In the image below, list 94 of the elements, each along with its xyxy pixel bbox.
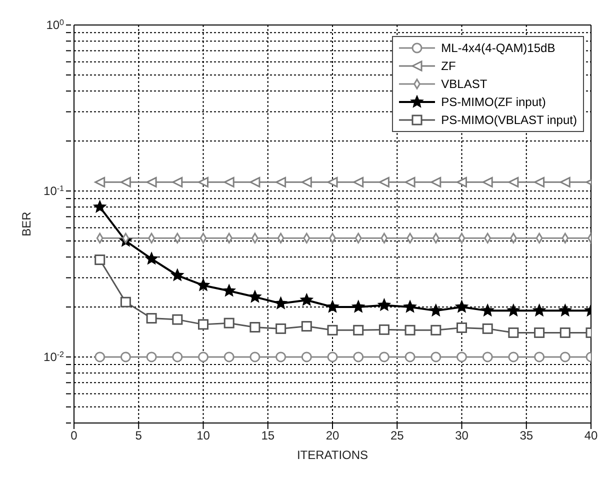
point: [120, 296, 131, 308]
point: [456, 300, 468, 312]
legend-label: VBLAST: [441, 77, 488, 91]
y-tick-label: 10$^{-1}$: [44, 183, 65, 198]
point: [481, 304, 494, 316]
point: [508, 176, 519, 188]
x-tick-label: 0: [70, 428, 78, 443]
point: [327, 352, 338, 362]
x-tick-label: 5: [135, 428, 142, 443]
point: [224, 318, 234, 328]
point: [378, 352, 390, 362]
x-tick-label: 40: [584, 428, 598, 443]
point: [120, 176, 131, 188]
point: [482, 352, 493, 362]
point: [198, 176, 208, 188]
point: [353, 352, 364, 362]
point: [301, 321, 312, 332]
x-tick-label: 15: [261, 428, 275, 443]
x-tick-label: 10: [196, 428, 210, 443]
point: [250, 176, 260, 188]
point: [378, 298, 390, 311]
x-axis-title: ITERATIONS: [296, 448, 368, 462]
point: [198, 319, 208, 330]
point: [533, 304, 546, 316]
point: [172, 314, 183, 325]
point: [404, 176, 416, 188]
point: [352, 300, 365, 312]
point: [430, 304, 442, 316]
x-tick-label: 35: [520, 428, 534, 443]
point: [172, 352, 183, 362]
point: [300, 294, 313, 306]
point: [327, 176, 338, 188]
point: [430, 176, 442, 188]
point: [404, 300, 416, 312]
point: [558, 304, 572, 316]
point: [198, 352, 208, 362]
x-tick-label: 30: [455, 428, 469, 443]
point: [197, 278, 210, 291]
point: [248, 290, 262, 302]
point: [276, 352, 286, 362]
point: [172, 176, 183, 188]
point: [560, 327, 570, 338]
legend-label: ZF: [441, 59, 456, 73]
point: [301, 352, 312, 362]
point: [353, 324, 364, 336]
legend-label: ML-4x4(4-QAM)15dB: [441, 41, 556, 55]
point: [507, 304, 520, 316]
point: [222, 284, 236, 296]
point: [250, 352, 260, 362]
point: [326, 300, 339, 312]
point: [171, 268, 184, 281]
point: [276, 323, 286, 334]
point: [378, 324, 390, 335]
point: [404, 352, 416, 362]
point: [560, 352, 570, 362]
point: [456, 352, 467, 362]
point: [276, 176, 286, 188]
point: [534, 176, 545, 188]
point: [378, 176, 390, 188]
point: [274, 296, 288, 309]
point: [430, 352, 442, 362]
legend-label: PS-MIMO(ZF input): [441, 95, 546, 109]
point: [224, 176, 234, 188]
point: [94, 200, 106, 212]
point: [353, 176, 364, 188]
point: [146, 313, 157, 324]
point: [94, 254, 106, 266]
point: [94, 176, 106, 188]
point: [534, 352, 545, 362]
point: [482, 323, 493, 334]
point: [456, 322, 467, 333]
point: [120, 352, 131, 362]
point: [456, 176, 467, 188]
point: [482, 176, 493, 188]
point: [327, 324, 338, 336]
point: [560, 176, 570, 188]
y-tick-label: 10$^{-2}$: [44, 349, 65, 364]
point: [508, 352, 519, 362]
x-tick-label: 20: [326, 428, 340, 443]
point: [404, 324, 416, 336]
y-tick-label: 10$^{0}$: [46, 18, 65, 32]
point: [224, 352, 234, 362]
y-axis-title: BER: [19, 211, 34, 236]
point: [301, 176, 312, 188]
point: [146, 176, 157, 188]
point: [94, 352, 106, 362]
point: [146, 352, 157, 362]
point: [145, 252, 158, 264]
point: [250, 322, 260, 332]
point: [534, 327, 545, 338]
point: [508, 327, 519, 338]
x-tick-label: 25: [390, 428, 404, 443]
point: [430, 324, 442, 336]
legend-label: PS-MIMO(VBLAST input): [441, 113, 577, 127]
